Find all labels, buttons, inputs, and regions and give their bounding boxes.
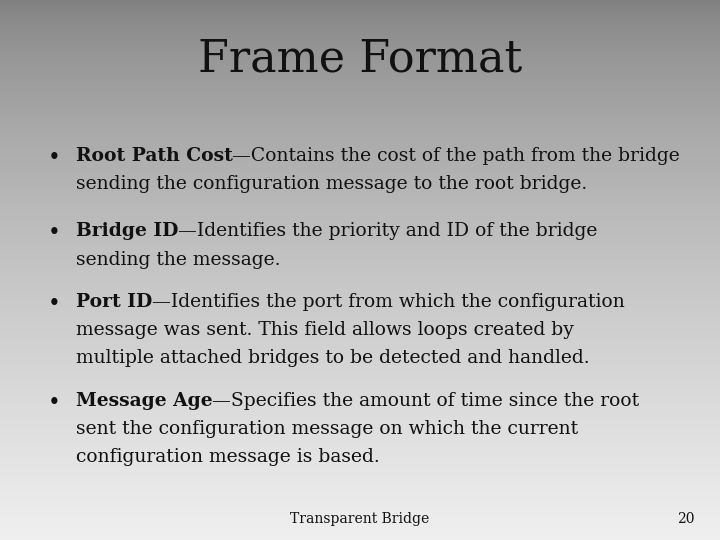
Text: configuration message is based.: configuration message is based.	[76, 448, 379, 465]
Text: —Identifies the port from which the configuration: —Identifies the port from which the conf…	[152, 293, 625, 310]
Text: sending the configuration message to the root bridge.: sending the configuration message to the…	[76, 175, 587, 193]
Text: —Identifies the priority and ID of the bridge: —Identifies the priority and ID of the b…	[178, 222, 598, 240]
Text: •: •	[48, 293, 60, 315]
Text: sent the configuration message on which the current: sent the configuration message on which …	[76, 420, 577, 437]
Text: Bridge ID: Bridge ID	[76, 222, 178, 240]
Text: sending the message.: sending the message.	[76, 251, 280, 268]
Text: Message Age: Message Age	[76, 392, 212, 409]
Text: Port ID: Port ID	[76, 293, 152, 310]
Text: •: •	[48, 222, 60, 245]
Text: 20: 20	[678, 512, 695, 526]
Text: —Specifies the amount of time since the root: —Specifies the amount of time since the …	[212, 392, 639, 409]
Text: multiple attached bridges to be detected and handled.: multiple attached bridges to be detected…	[76, 349, 589, 367]
Text: message was sent. This field allows loops created by: message was sent. This field allows loop…	[76, 321, 573, 339]
Text: Root Path Cost: Root Path Cost	[76, 147, 233, 165]
Text: —Contains the cost of the path from the bridge: —Contains the cost of the path from the …	[233, 147, 680, 165]
Text: Transparent Bridge: Transparent Bridge	[290, 512, 430, 526]
Text: •: •	[48, 147, 60, 169]
Text: Frame Format: Frame Format	[198, 38, 522, 81]
Text: •: •	[48, 392, 60, 414]
